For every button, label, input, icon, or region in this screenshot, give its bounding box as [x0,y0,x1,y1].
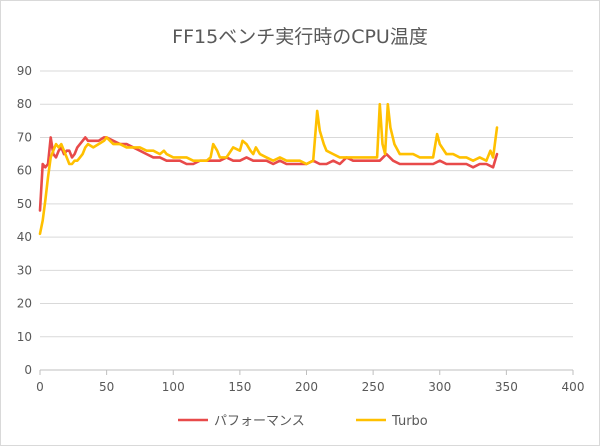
series-line-performance [38,136,499,212]
gridlines [40,70,573,338]
x-tick-label: 50 [99,380,114,394]
x-tick-label: 200 [295,380,318,394]
legend-item: Turbo [356,414,428,429]
x-tick-label: 400 [562,380,585,394]
x-tick-label: 0 [36,380,44,394]
legend: パフォーマンス Turbo [178,414,428,429]
series-line-turbo [38,102,499,236]
y-tick-label: 0 [24,363,32,377]
y-tick-label: 30 [17,263,32,277]
series-lines [38,102,499,236]
x-tick-label: 250 [362,380,385,394]
chart-title: FF15ベンチ実行時のCPU温度 [172,26,428,48]
x-tick-label: 350 [495,380,518,394]
axes: 0 10 20 30 40 50 60 70 80 90 0 50 100 150 200 250 300 350… [17,64,585,394]
y-tick-label: 90 [17,64,32,78]
legend-label: パフォーマンス [214,414,305,429]
y-tick-label: 20 [17,297,32,311]
y-tick-label: 80 [17,97,32,111]
x-tick-label: 300 [428,380,451,394]
y-tick-label: 60 [17,164,32,178]
x-tick-label: 150 [228,380,251,394]
y-tick-label: 10 [17,330,32,344]
y-tick-label: 40 [17,230,32,244]
y-tick-label: 70 [17,130,32,144]
x-tick-label: 100 [162,380,185,394]
y-tick-label: 50 [17,197,32,211]
legend-item: パフォーマンス [178,414,305,429]
legend-label: Turbo [391,414,428,429]
